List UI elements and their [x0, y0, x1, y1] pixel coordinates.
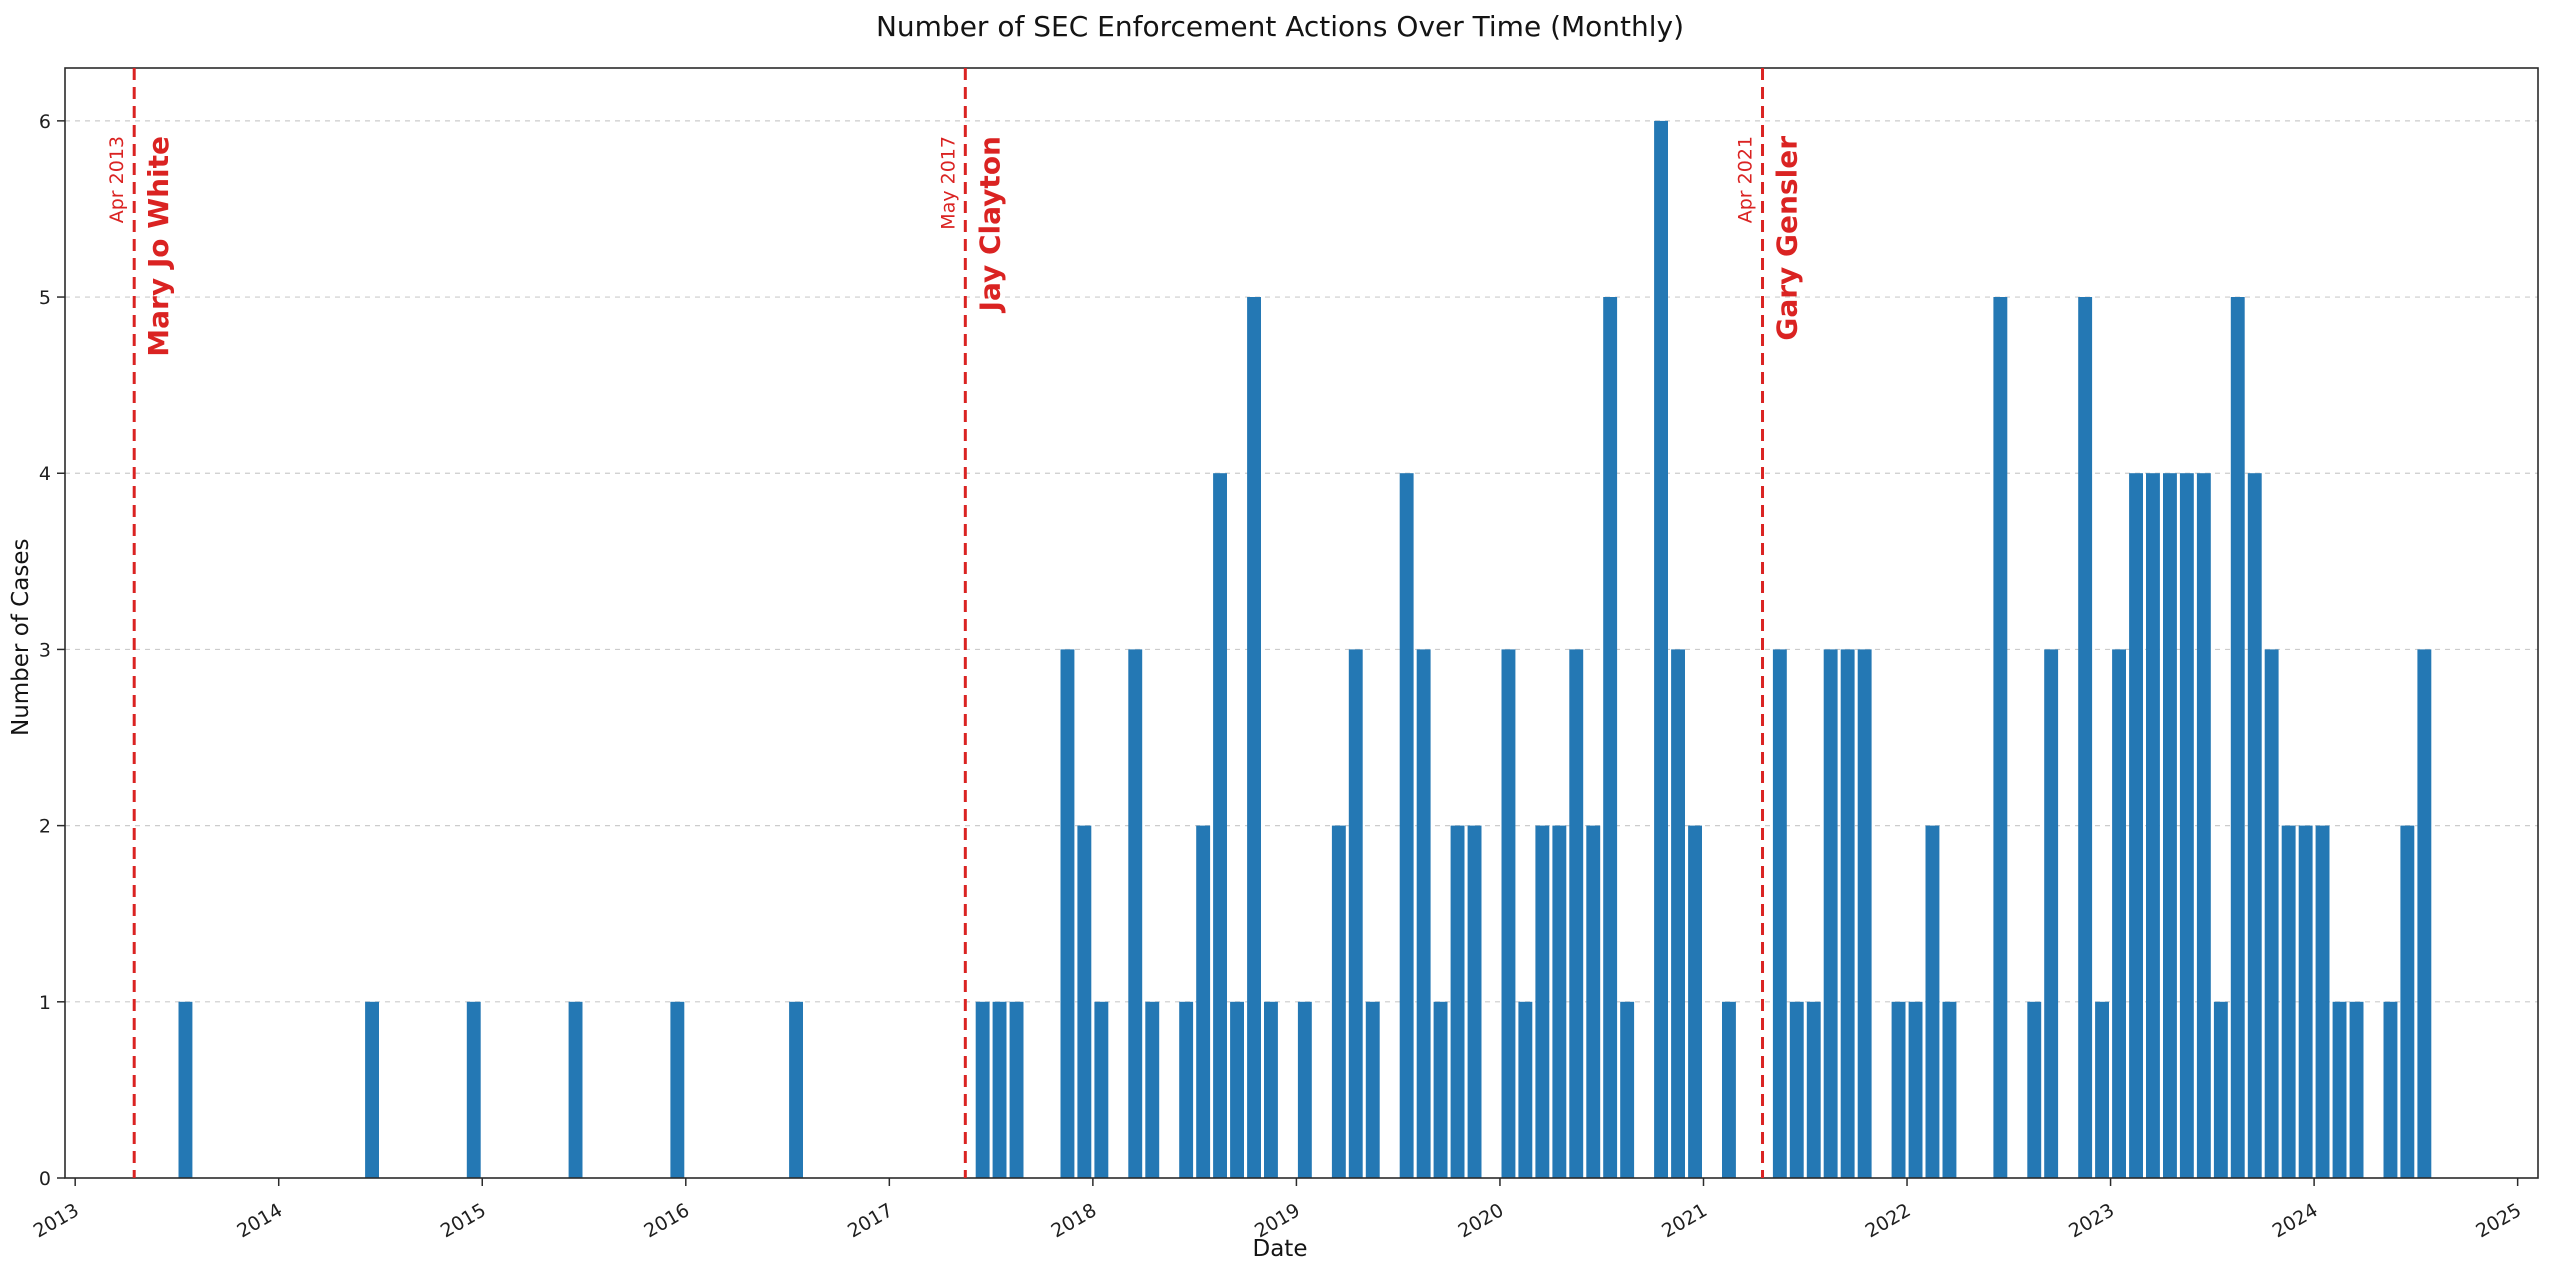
bar: [1399, 473, 1414, 1178]
bar: [1331, 825, 1346, 1178]
bar: [789, 1001, 803, 1178]
bar: [1077, 825, 1092, 1178]
bar: [1196, 825, 1211, 1178]
bar: [2095, 1001, 2109, 1178]
bar: [2281, 825, 2296, 1178]
bar: [1806, 1001, 1821, 1178]
bar: [1518, 1001, 1533, 1178]
y-tick-label: 2: [39, 816, 51, 838]
bar: [1535, 825, 1550, 1178]
bar: [1789, 1001, 1804, 1178]
bar: [1586, 825, 1601, 1178]
bar: [992, 1001, 1007, 1178]
bar: [1993, 297, 2008, 1178]
bar: [1908, 1001, 1923, 1178]
bar: [1230, 1001, 1244, 1178]
bar: [1925, 825, 1940, 1178]
bar: [2044, 649, 2059, 1178]
bar: [1501, 649, 1516, 1178]
bar: [975, 1001, 990, 1178]
bar: [2027, 1001, 2042, 1178]
y-tick-label: 3: [39, 639, 51, 661]
event-date-label: Apr 2021: [1735, 136, 1757, 223]
bar: [1213, 473, 1227, 1178]
bar: [1603, 297, 1618, 1178]
bar: [1569, 649, 1584, 1178]
bar: [1416, 649, 1431, 1178]
bar: [1671, 649, 1685, 1178]
bar: [1654, 120, 1668, 1178]
bar: [178, 1001, 193, 1178]
bar: [2179, 473, 2194, 1178]
bar: [2417, 649, 2432, 1178]
bar: [1688, 825, 1702, 1178]
bar: [466, 1001, 481, 1178]
bar: [2383, 1001, 2398, 1178]
bar: [568, 1001, 583, 1178]
bar: [2112, 649, 2126, 1178]
bar: [2230, 297, 2245, 1178]
bar: [670, 1001, 685, 1178]
bar: [2349, 1001, 2364, 1178]
bar: [1891, 1001, 1906, 1178]
bar: [1094, 1001, 1109, 1178]
bar: [1772, 649, 1787, 1178]
bar: [1467, 825, 1482, 1178]
bar: [2146, 473, 2160, 1178]
bar: [1128, 649, 1143, 1178]
event-annotations: Apr 2013 Mary Jo White May 2017 Jay Clayton…: [106, 68, 1804, 1178]
bar: [1823, 649, 1838, 1178]
event-name-label: Mary Jo White: [142, 136, 175, 357]
event-date-label: Apr 2013: [106, 136, 128, 223]
event-name-label: Jay Clayton: [973, 136, 1006, 313]
bar: [2264, 649, 2279, 1178]
bar: [1348, 649, 1363, 1178]
bar: [1145, 1001, 1160, 1178]
bar: [1264, 1001, 1278, 1178]
bar: [2163, 473, 2177, 1178]
bar: [1840, 649, 1855, 1178]
bar: [2196, 473, 2211, 1178]
y-tick-label: 4: [39, 463, 51, 485]
bar: [365, 1001, 379, 1178]
bar: [2247, 473, 2262, 1178]
bar: [1620, 1001, 1635, 1178]
bar: [1247, 297, 1261, 1178]
bar: [1365, 1001, 1380, 1178]
bar: [2298, 825, 2313, 1178]
bar: [2315, 825, 2330, 1178]
event-name-label: Gary Gensler: [1771, 136, 1804, 341]
y-tick-label: 1: [39, 992, 51, 1014]
bar: [1552, 825, 1567, 1178]
bars: [178, 120, 2432, 1178]
bar: [1060, 649, 1075, 1178]
bar: [1450, 825, 1465, 1178]
bar: [1433, 1001, 1448, 1178]
chart-title: Number of SEC Enforcement Actions Over T…: [875, 10, 1685, 43]
bar: [1179, 1001, 1194, 1178]
bar: [1009, 1001, 1024, 1178]
bar: [2129, 473, 2143, 1178]
event-date-label: May 2017: [937, 136, 959, 230]
y-tick-label: 6: [39, 111, 51, 133]
bar: [1942, 1001, 1957, 1178]
x-axis-label: Date: [1252, 1236, 1308, 1262]
bar: [1297, 1001, 1312, 1178]
y-tick-label: 0: [39, 1168, 51, 1190]
axes: 2013 2014 2015 2016 2017 2018 2019 2020 2021 2022…: [30, 67, 2539, 1243]
bar: [2078, 297, 2093, 1178]
y-tick-label: 5: [39, 287, 51, 309]
bar: [2400, 825, 2415, 1178]
bar: [1857, 649, 1872, 1178]
bar: [1722, 1001, 1736, 1178]
bar: [2213, 1001, 2228, 1178]
bar: [2332, 1001, 2347, 1178]
plot-border: [64, 67, 2539, 1179]
